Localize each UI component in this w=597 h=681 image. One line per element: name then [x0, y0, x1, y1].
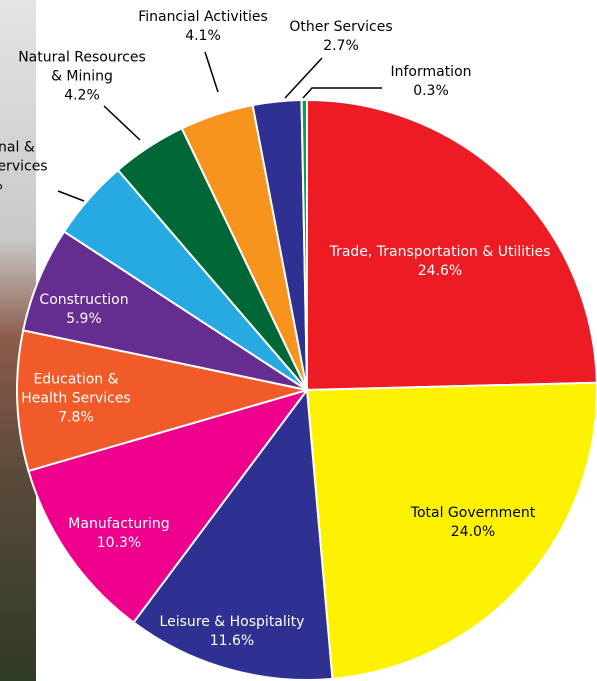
pie-slice — [16, 329, 308, 473]
value-label: 0.3% — [413, 83, 449, 99]
leader-line — [103, 105, 141, 141]
category-name: Leisure & Hospitality — [159, 614, 305, 630]
slice-label: Other Services 2.7% — [276, 18, 406, 56]
slice-label: Manufacturing 10.3% — [54, 515, 184, 553]
category-name: Manufacturing — [68, 516, 170, 532]
slice-label: Natural Resources & Mining 4.2% — [15, 49, 150, 106]
slice-label: Education & Health Services 7.8% — [16, 371, 136, 428]
pie-slice — [306, 98, 597, 392]
category-name: Natural Resources & Mining — [18, 49, 146, 85]
slice-label: Total Government 24.0% — [383, 504, 563, 542]
leader-line — [302, 87, 382, 99]
category-name: Financial Activities — [138, 9, 268, 25]
pie-slice — [305, 381, 597, 680]
category-name: Trade, Transportation & Utilities — [329, 244, 551, 260]
pie-slice — [300, 98, 308, 391]
value-label: 24.6% — [417, 263, 463, 279]
pie-slice — [27, 388, 310, 624]
value-label: 11.6% — [209, 633, 255, 649]
slices — [16, 98, 597, 681]
category-name: Construction — [39, 292, 129, 308]
slice-label: Professional & Business Services 4.5% — [0, 139, 50, 196]
value-label: 4.1% — [185, 28, 221, 44]
leader-lines — [57, 51, 382, 202]
value-label: 5.9% — [66, 311, 102, 327]
leader-line — [57, 190, 85, 202]
value-label: 4.5% — [0, 177, 50, 196]
value-label: 7.8% — [58, 409, 94, 426]
pie-slice — [132, 387, 334, 681]
category-name: Professional & Business Services — [0, 139, 48, 175]
slice-label: Construction 5.9% — [24, 291, 144, 329]
slice-label: Financial Activities 4.1% — [123, 8, 283, 46]
category-name: Other Services — [289, 19, 393, 35]
value-label: 24.0% — [450, 524, 496, 540]
category-name: Education & Health Services — [21, 371, 131, 407]
slice-label: Trade, Transportation & Utilities 24.6% — [310, 243, 570, 281]
leader-line — [204, 51, 219, 93]
value-label: 4.2% — [64, 87, 100, 104]
value-label: 10.3% — [96, 535, 142, 551]
category-name: Information — [390, 64, 472, 80]
category-name: Total Government — [410, 505, 536, 521]
value-label: 2.7% — [323, 38, 359, 54]
slice-label: Information 0.3% — [371, 63, 491, 101]
leader-line — [284, 57, 323, 99]
slice-label: Leisure & Hospitality 11.6% — [142, 613, 322, 651]
